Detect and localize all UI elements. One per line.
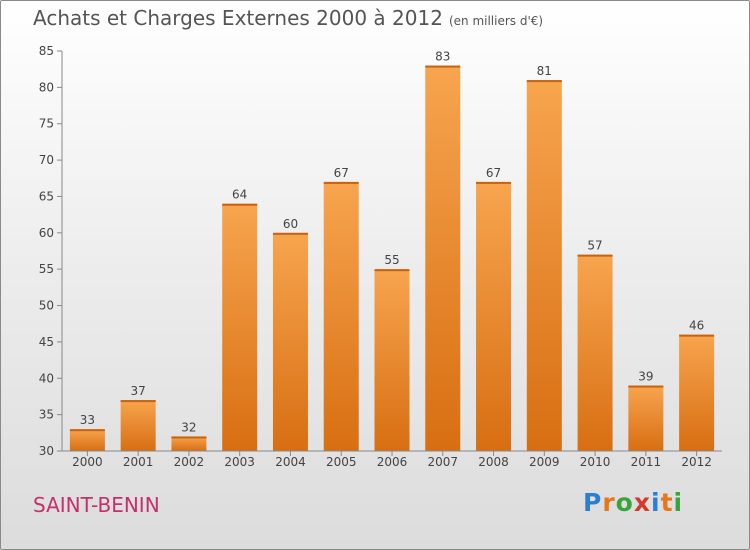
x-tick-label: 2000 (72, 455, 103, 469)
bar-top-edge (425, 65, 461, 68)
logo-letter: r (602, 488, 616, 517)
logo-letter: x (633, 488, 651, 517)
data-label: 32 (181, 420, 196, 434)
x-tick-label: 2011 (631, 455, 662, 469)
bar (425, 65, 461, 451)
bar-top-edge (272, 232, 308, 235)
data-label: 81 (537, 64, 552, 78)
data-label: 64 (232, 188, 247, 202)
bar-top-edge (679, 334, 715, 337)
x-tick-label: 2005 (326, 455, 357, 469)
y-tick-label: 80 (39, 80, 54, 94)
logo-letter: o (615, 488, 634, 517)
y-tick-label: 60 (39, 226, 54, 240)
x-tick-label: 2004 (275, 455, 306, 469)
x-tick-label: 2003 (224, 455, 255, 469)
x-tick-label: 2007 (427, 455, 458, 469)
x-axis: 2000 2001 2002 2003 2004 2005 2006 2007 2008 2009… (62, 450, 722, 469)
bar (323, 181, 359, 451)
logo-letter: i (651, 488, 661, 517)
data-label: 83 (435, 50, 450, 64)
bar-top-edge (526, 80, 562, 83)
bar (628, 385, 664, 451)
data-label: 57 (587, 239, 602, 253)
commune-name: SAINT-BENIN (33, 493, 160, 517)
bar (69, 429, 105, 451)
y-tick-label: 35 (39, 408, 54, 422)
y-axis: 30 35 40 45 50 55 60 65 70 75 80 85 (39, 44, 63, 458)
data-label: 33 (80, 413, 95, 427)
bar (222, 203, 258, 451)
y-tick-label: 45 (39, 335, 54, 349)
bar-top-edge (171, 436, 207, 439)
bars: 33 37 32 64 60 67 55 83 67 81 57 39 46 (69, 50, 715, 451)
bar-top-edge (577, 254, 613, 257)
data-label: 46 (689, 319, 704, 333)
y-tick-label: 55 (39, 262, 54, 276)
bar-top-edge (120, 400, 156, 403)
bar (679, 334, 715, 451)
bar-top-edge (222, 203, 258, 206)
x-tick-label: 2012 (681, 455, 712, 469)
data-label: 67 (334, 166, 349, 180)
logo-letter: i (673, 488, 684, 517)
y-tick-label: 70 (39, 153, 54, 167)
logo-letter: P (583, 488, 603, 517)
y-tick-label: 65 (39, 189, 54, 203)
title-text: Achats et Charges Externes 2000 à 2012 (33, 6, 443, 30)
y-tick-label: 50 (39, 299, 54, 313)
data-label: 55 (384, 253, 399, 267)
bar-top-edge (628, 385, 664, 388)
x-tick-label: 2010 (580, 455, 611, 469)
x-tick-label: 2002 (174, 455, 205, 469)
logo-letter: t (660, 488, 674, 517)
bar (120, 400, 156, 451)
x-tick-label: 2006 (377, 455, 408, 469)
bar (171, 436, 207, 451)
proxiti-logo: Proxiti (583, 488, 683, 517)
bar (526, 80, 562, 451)
y-tick-label: 85 (39, 44, 54, 58)
chart-title: Achats et Charges Externes 2000 à 2012 (e… (33, 6, 543, 30)
chart-subtitle: (en milliers d'€) (448, 14, 544, 28)
y-tick-label: 75 (39, 117, 54, 131)
bar-top-edge (69, 429, 105, 432)
data-label: 67 (486, 166, 501, 180)
bar (476, 181, 512, 451)
bar-top-edge (323, 181, 359, 184)
x-tick-label: 2009 (529, 455, 560, 469)
x-tick-label: 2001 (123, 455, 154, 469)
bar (272, 232, 308, 451)
x-tick-label: 2008 (478, 455, 509, 469)
bar-top-edge (476, 181, 512, 184)
y-tick-label: 30 (39, 444, 54, 458)
y-tick-label: 40 (39, 371, 54, 385)
bar (374, 269, 410, 451)
data-label: 60 (283, 217, 298, 231)
data-label: 37 (131, 384, 146, 398)
bar-top-edge (374, 269, 410, 272)
data-label: 39 (638, 370, 653, 384)
bar (577, 254, 613, 451)
